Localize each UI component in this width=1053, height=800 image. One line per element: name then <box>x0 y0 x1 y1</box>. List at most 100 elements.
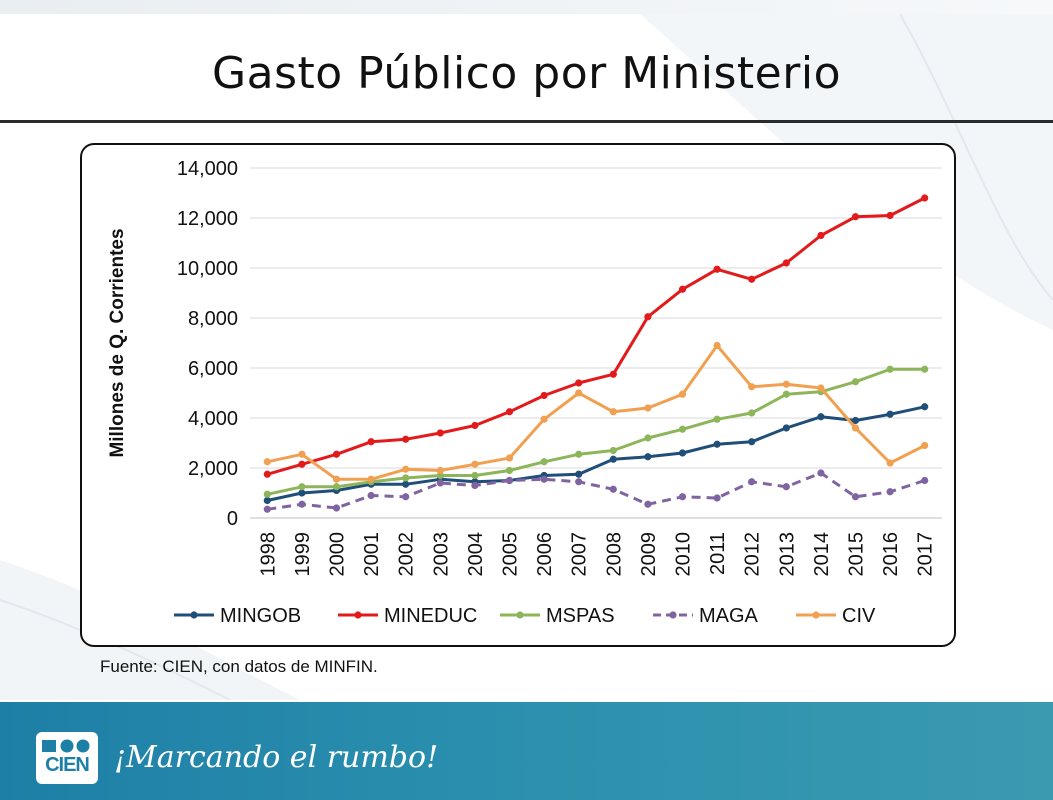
legend-marker-civ <box>812 611 820 619</box>
data-point-maga <box>713 494 721 502</box>
data-point-mineduc <box>471 421 479 430</box>
data-point-mineduc <box>575 379 583 387</box>
x-tick-label: 2008 <box>603 532 625 577</box>
legend-marker-mineduc <box>354 611 362 619</box>
data-point-mspas <box>505 466 514 475</box>
data-point-maga <box>263 505 271 513</box>
data-point-mspas <box>263 490 271 498</box>
data-point-mineduc <box>609 370 617 378</box>
data-point-maga <box>540 475 548 483</box>
data-point-civ <box>678 390 687 398</box>
data-point-maga <box>367 491 375 500</box>
series-line-mspas <box>266 367 925 496</box>
x-tick-label: 1998 <box>257 532 279 577</box>
x-tick-label: 2003 <box>430 532 452 577</box>
line-chart: 0 2,000 4,000 6,000 8,000 10,000 12,000 14,000 M… <box>107 158 942 627</box>
logo-text: CIEN <box>45 754 90 776</box>
data-point-mineduc <box>713 265 721 273</box>
data-point-mineduc <box>921 194 929 202</box>
data-point-mineduc <box>644 313 652 321</box>
data-point-mspas <box>471 471 479 480</box>
data-point-mspas <box>678 425 687 433</box>
data-point-mspas <box>575 450 583 458</box>
data-point-civ <box>782 380 790 388</box>
data-point-maga <box>471 481 479 490</box>
data-point-maga <box>817 469 825 477</box>
data-point-maga <box>782 483 790 491</box>
y-tick-label: 6,000 <box>188 358 238 380</box>
data-point-maga <box>436 479 444 487</box>
y-tick-label: 14,000 <box>177 158 238 180</box>
data-point-mspas <box>886 365 894 373</box>
data-point-civ <box>713 341 721 350</box>
data-point-mingob <box>851 416 860 425</box>
x-tick-label: 2011 <box>707 532 729 575</box>
x-tick-label: 2004 <box>465 532 487 577</box>
x-tick-label: 2012 <box>742 532 764 577</box>
data-point-maga <box>886 488 894 496</box>
data-point-mspas <box>921 365 929 373</box>
data-point-mspas <box>332 483 341 491</box>
data-point-mingob <box>713 440 721 448</box>
data-point-maga <box>402 493 410 501</box>
data-point-civ <box>505 454 514 462</box>
legend-marker-mingob <box>190 611 198 619</box>
x-tick-label: 2016 <box>880 532 902 577</box>
data-point-mineduc <box>748 275 756 283</box>
y-tick-label: 4,000 <box>188 408 238 430</box>
y-tick-label: 2,000 <box>188 458 238 480</box>
data-point-mingob <box>748 438 756 446</box>
data-point-mspas <box>540 458 548 466</box>
data-point-maga <box>921 476 929 485</box>
x-tick-label: 2010 <box>673 532 695 577</box>
data-point-mineduc <box>436 429 444 437</box>
data-point-civ <box>921 441 929 450</box>
data-point-civ <box>367 475 375 483</box>
tagline: ¡Marcando el rumbo! <box>114 740 439 775</box>
data-point-mingob <box>644 453 652 461</box>
data-point-mineduc <box>332 450 341 458</box>
data-point-mspas <box>436 471 444 480</box>
data-point-mspas <box>782 390 790 398</box>
data-point-mspas <box>609 446 617 455</box>
data-point-mspas <box>644 434 652 442</box>
data-point-mspas <box>713 415 721 423</box>
data-point-mineduc <box>298 460 306 468</box>
data-point-mingob <box>263 496 271 505</box>
data-point-civ <box>402 465 410 473</box>
data-point-mineduc <box>851 213 860 221</box>
data-point-mingob <box>886 410 894 418</box>
data-point-maga <box>748 478 756 486</box>
data-point-maga <box>851 493 860 501</box>
data-point-mingob <box>817 413 825 421</box>
legend-marker-mspas <box>516 611 524 619</box>
x-tick-label: 2000 <box>327 532 349 577</box>
x-tick-label: 2007 <box>569 532 591 577</box>
x-tick-label: 2005 <box>500 532 522 577</box>
legend-marker-maga <box>669 611 677 619</box>
legend-label-mspas: MSPAS <box>546 605 615 627</box>
data-point-mineduc <box>817 231 825 240</box>
source-note: Fuente: CIEN, con datos de MINFIN. <box>100 657 378 676</box>
logo-shapes-icon <box>42 739 90 753</box>
data-point-mineduc <box>263 470 271 478</box>
data-point-mspas <box>851 378 860 386</box>
y-tick-label: 10,000 <box>177 258 238 280</box>
data-point-mingob <box>921 403 929 411</box>
data-point-mspas <box>298 483 306 491</box>
data-point-civ <box>851 424 860 432</box>
data-point-maga <box>332 504 341 512</box>
x-tick-label: 1999 <box>292 532 314 577</box>
data-point-civ <box>332 475 341 483</box>
data-point-civ <box>436 466 444 475</box>
data-point-maga <box>678 493 687 501</box>
data-point-maga <box>644 500 652 508</box>
data-point-maga <box>505 476 514 485</box>
data-point-civ <box>609 408 617 416</box>
data-point-mingob <box>402 480 410 488</box>
y-tick-label: 12,000 <box>177 208 238 230</box>
legend-label-mineduc: MINEDUC <box>384 605 477 627</box>
top-band <box>0 0 1053 14</box>
cien-logo: CIEN <box>36 732 98 784</box>
x-tick-label: 2001 <box>361 532 383 577</box>
